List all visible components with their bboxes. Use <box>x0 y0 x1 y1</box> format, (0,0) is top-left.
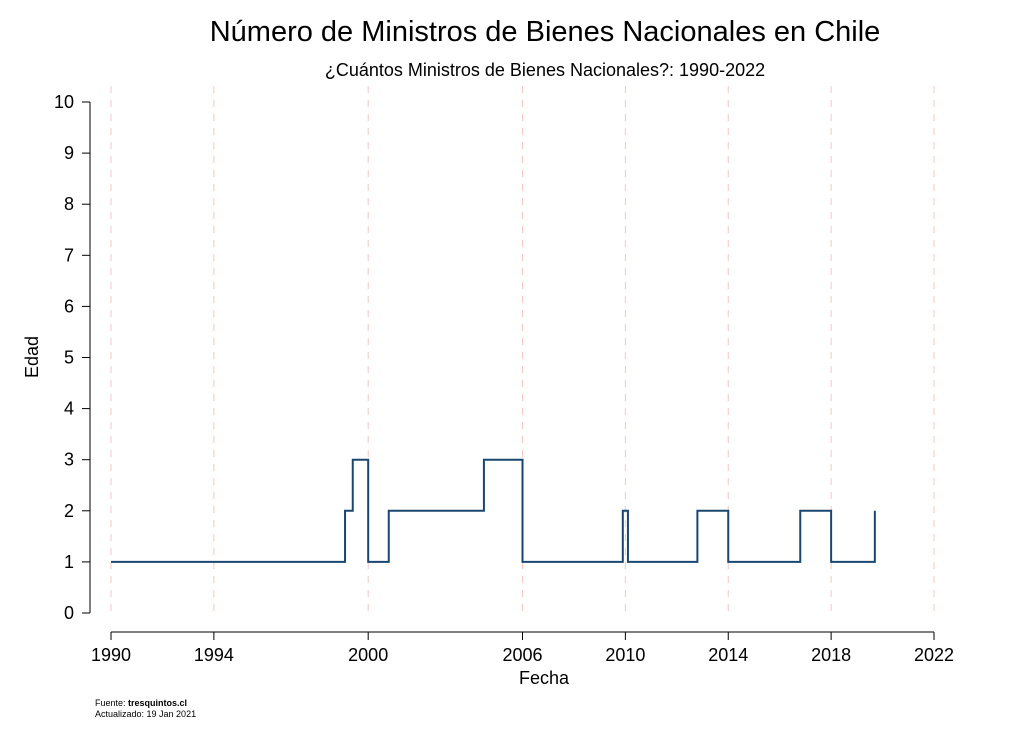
y-tick-label: 6 <box>64 296 74 316</box>
source-line: Fuente: tresquintos.cl <box>95 698 196 709</box>
x-tick-label: 2018 <box>811 645 851 665</box>
series-line <box>111 458 876 563</box>
y-tick-label: 5 <box>64 348 74 368</box>
y-tick-label: 10 <box>54 92 74 112</box>
y-axis-ticks: 0 1 2 3 4 5 6 7 8 9 10 <box>54 92 90 623</box>
source-site: tresquintos.cl <box>128 698 188 708</box>
source-label: Fuente: <box>95 698 126 708</box>
y-tick-label: 3 <box>64 450 74 470</box>
updated-line: Actualizado: 19 Jan 2021 <box>95 709 197 719</box>
x-tick-label: 2010 <box>605 645 645 665</box>
y-tick-label: 2 <box>64 501 74 521</box>
x-tick-label: 1994 <box>194 645 234 665</box>
x-tick-label: 2014 <box>708 645 748 665</box>
source-note: Fuente: tresquintos.cl Actualizado: 19 J… <box>95 698 196 720</box>
y-axis-title: Edad <box>22 336 42 378</box>
series-group <box>111 458 876 563</box>
x-axis-title: Fecha <box>519 668 570 688</box>
x-tick-label: 2000 <box>348 645 388 665</box>
x-tick-label: 1990 <box>91 645 131 665</box>
y-tick-label: 7 <box>64 245 74 265</box>
y-tick-label: 0 <box>64 603 74 623</box>
x-tick-label: 2006 <box>502 645 542 665</box>
x-axis-ticks: 1990 1994 2000 2006 2010 2014 2018 2022 <box>91 632 954 665</box>
x-tick-label: 2022 <box>914 645 954 665</box>
chart-subtitle: ¿Cuántos Ministros de Bienes Nacionales?… <box>324 60 766 80</box>
chart-title: Número de Ministros de Bienes Nacionales… <box>209 16 881 48</box>
y-tick-label: 8 <box>64 194 74 214</box>
y-tick-label: 9 <box>64 143 74 163</box>
y-tick-label: 1 <box>64 552 74 572</box>
y-tick-label: 4 <box>64 399 74 419</box>
